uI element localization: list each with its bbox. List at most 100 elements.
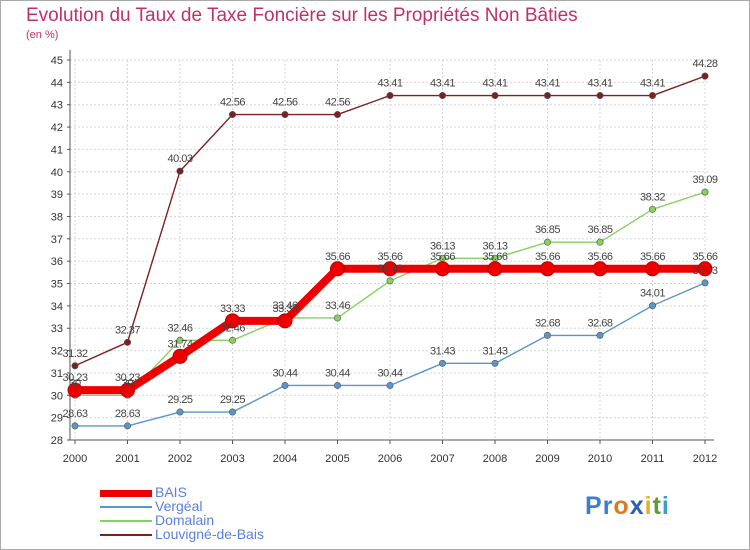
x-tick-label-2004: 2004: [273, 453, 297, 465]
y-tick-label-29: 29: [51, 413, 63, 425]
x-tick-label-2000: 2000: [63, 453, 87, 465]
data-label-domalain-2008: 36.13: [482, 240, 507, 252]
point-louvign-de-bais-2004: [281, 111, 289, 119]
logo-letter: x: [629, 492, 645, 520]
y-tick-label-38: 38: [51, 211, 63, 223]
x-tick-label-2007: 2007: [430, 453, 454, 465]
data-label-domalain-2012: 39.09: [692, 174, 717, 186]
logo-letter: i: [644, 492, 653, 520]
legend-swatch-louvigne: [100, 534, 152, 536]
y-axis-unit-label: (en %): [26, 29, 59, 41]
data-label-louvign-de-bais-2005: 42.56: [325, 97, 350, 109]
y-tick-label-34: 34: [51, 301, 63, 313]
x-tick-label-2010: 2010: [588, 453, 612, 465]
data-label-verg-al-2009: 32.68: [535, 317, 560, 329]
point-louvign-de-bais-2008: [491, 92, 499, 100]
point-bais-2006: [382, 261, 398, 277]
data-label-bais-2006: 35.66: [377, 251, 402, 263]
y-tick-label-31: 31: [51, 368, 63, 380]
data-label-domalain-2003: 32.46: [220, 322, 245, 334]
y-tick-label-40: 40: [51, 167, 63, 179]
point-bais-2007: [435, 261, 450, 277]
point-verg-al-2003: [229, 408, 237, 416]
legend-swatch-vergeal: [100, 506, 152, 508]
data-label-verg-al-2002: 29.25: [167, 394, 192, 406]
x-tick-label-2009: 2009: [535, 453, 559, 465]
data-label-verg-al-2006: 30.44: [377, 367, 402, 379]
y-tick-label-33: 33: [51, 323, 63, 335]
point-domalain-2003: [229, 336, 237, 344]
data-label-bais-2012: 35.66: [692, 251, 717, 263]
y-tick-label-45: 45: [51, 55, 63, 67]
point-louvign-de-bais-2000: [71, 362, 79, 370]
data-label-domalain-2001: 30: [122, 377, 134, 389]
data-label-bais-2007: 35.66: [430, 251, 455, 263]
point-bais-2012: [697, 261, 713, 277]
data-label-bais-2010: 35.66: [587, 251, 612, 263]
data-label-louvign-de-bais-2000: 31.32: [62, 348, 87, 360]
point-bais-2008: [487, 261, 503, 277]
series-lines: [67, 72, 713, 430]
point-louvign-de-bais-2003: [229, 111, 237, 119]
x-tick-labels: 2000 2001 2002 2003 2004 2005 2006 2007 2008 2009…: [63, 453, 717, 465]
legend-item-bais: BAIS: [100, 484, 360, 500]
y-tick-label-28: 28: [51, 435, 63, 447]
y-tick-label-43: 43: [51, 100, 63, 112]
point-verg-al-2012: [701, 279, 709, 287]
point-bais-2004: [277, 313, 293, 329]
logo-letter: r: [602, 492, 614, 520]
data-label-bais-2008: 35.66: [482, 251, 507, 263]
data-label-verg-al-2003: 29.25: [220, 394, 245, 406]
data-label-domalain-2011: 38.32: [640, 191, 665, 203]
data-label-domalain-2006: 35.12: [377, 263, 402, 275]
logo-letter: t: [652, 492, 662, 520]
point-domalain-2005: [333, 314, 341, 322]
data-labels: 30.23 30.23 31.74 33.33 33.33 35.66 35.66 35.66…: [62, 58, 718, 420]
point-verg-al-2001: [124, 422, 132, 430]
x-tick-label-2005: 2005: [325, 453, 349, 465]
logo-letter: i: [661, 492, 670, 520]
data-label-louvign-de-bais-2010: 43.41: [587, 78, 612, 90]
point-verg-al-2008: [491, 359, 499, 367]
legend-swatch-bais: [100, 490, 152, 497]
data-label-bais-2009: 35.66: [535, 251, 560, 263]
data-label-bais-2002: 31.74: [167, 338, 192, 350]
data-label-domalain-2009: 36.85: [535, 224, 560, 236]
y-tick-label-35: 35: [51, 279, 63, 291]
axes: [67, 50, 714, 444]
y-tick-label-36: 36: [51, 256, 63, 268]
point-bais-2000: [67, 382, 83, 398]
point-verg-al-2000: [71, 422, 79, 430]
data-label-louvign-de-bais-2009: 43.41: [535, 78, 560, 90]
y-tick-label-42: 42: [51, 122, 63, 134]
data-label-verg-al-2007: 31.43: [430, 345, 455, 357]
data-label-louvign-de-bais-2004: 42.56: [272, 97, 297, 109]
legend-label-louvigne: Louvigné-de-Bais: [155, 526, 264, 542]
point-bais-2002: [172, 348, 188, 364]
legend-label-bais: BAIS: [155, 484, 187, 500]
legend-item-domalain: Domalain: [100, 512, 360, 528]
data-label-bais-2001: 30.23: [115, 372, 140, 384]
x-tick-label-2011: 2011: [641, 453, 665, 465]
data-label-bais-2004: 33.33: [272, 303, 297, 315]
x-tick-label-2012: 2012: [693, 453, 717, 465]
data-label-louvign-de-bais-2001: 32.37: [115, 324, 140, 336]
point-bais-2005: [330, 261, 345, 277]
y-tick-label-37: 37: [51, 234, 63, 246]
point-bais-2011: [645, 261, 660, 277]
point-verg-al-2011: [648, 302, 656, 310]
point-louvign-de-bais-2010: [596, 92, 604, 100]
point-bais-2001: [120, 382, 135, 398]
data-label-louvign-de-bais-2006: 43.41: [377, 78, 402, 90]
data-label-bais-2000: 30.23: [62, 372, 87, 384]
point-verg-al-2004: [281, 381, 289, 389]
data-label-louvign-de-bais-2002: 40.03: [167, 153, 192, 165]
y-tick-labels: 28 29 30 31 32 33 34 35 36 37 38 39 40 41 42 43 44 45: [51, 55, 63, 447]
point-louvign-de-bais-2005: [333, 111, 341, 119]
chart-title: Evolution du Taux de Taxe Foncière sur l…: [26, 5, 578, 26]
data-label-bais-2011: 35.66: [640, 251, 665, 263]
data-label-domalain-2002: 32.46: [167, 322, 192, 334]
point-louvign-de-bais-2002: [176, 167, 184, 175]
